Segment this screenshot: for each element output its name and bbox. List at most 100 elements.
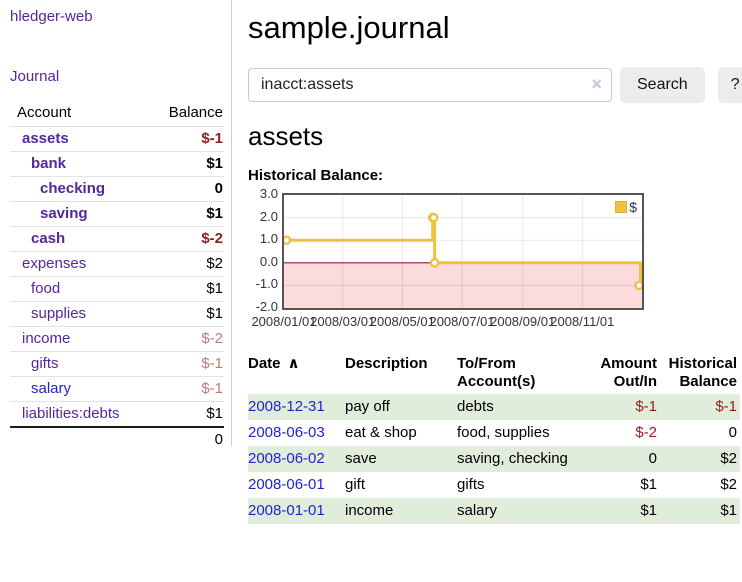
transaction-accounts: food, supplies	[457, 424, 550, 441]
account-row: saving $1	[10, 201, 224, 227]
transaction-description: eat & shop	[345, 424, 417, 441]
account-link-food[interactable]: food	[31, 280, 61, 297]
account-balance: $-1	[146, 126, 224, 152]
account-link-salary[interactable]: salary	[31, 380, 72, 397]
account-link-supplies[interactable]: supplies	[31, 305, 87, 322]
account-row: cash $-2	[10, 226, 224, 252]
sort-ascending-icon: ∧	[287, 355, 300, 372]
account-balance: $1	[146, 301, 224, 327]
transaction-accounts: debts	[457, 398, 494, 415]
register-header-date-label: Date	[248, 355, 281, 372]
transaction-date-link[interactable]: 2008-12-31	[248, 398, 325, 415]
transaction-balance: $-1	[715, 398, 737, 415]
transaction-date-link[interactable]: 2008-06-03	[248, 424, 325, 441]
account-row: bank $1	[10, 151, 224, 177]
account-link-gifts[interactable]: gifts	[31, 355, 59, 372]
chart-plot-area: $	[282, 193, 644, 310]
register-header-accounts: To/From Account(s)	[457, 355, 536, 390]
account-balance: $1	[146, 276, 224, 302]
account-row: salary $-1	[10, 376, 224, 402]
clear-search-icon[interactable]: ×	[591, 74, 602, 94]
y-axis-tick-label: -2.0	[255, 299, 278, 314]
transaction-amount: $-2	[635, 424, 657, 441]
account-link-assets[interactable]: assets	[22, 130, 69, 147]
transaction-date-link[interactable]: 2008-06-01	[248, 476, 325, 493]
account-link-cash[interactable]: cash	[31, 230, 66, 247]
account-link-liabilities-debts[interactable]: liabilities:debts	[22, 405, 120, 422]
transaction-amount: $1	[640, 476, 657, 493]
account-balance: $1	[146, 151, 224, 177]
transaction-description: gift	[345, 476, 366, 493]
accounts-table: Account Balance assets $-1 bank $1 checking 0…	[10, 100, 224, 451]
main-content: sample.journal × Search ? assets Histori…	[248, 0, 742, 524]
transaction-amount: 0	[648, 450, 657, 467]
x-axis-tick-label: 2008/03/01	[310, 314, 376, 329]
account-link-income[interactable]: income	[22, 330, 71, 347]
transaction-amount: $-1	[635, 398, 657, 415]
transaction-accounts: salary	[457, 502, 498, 519]
account-row: assets $-1	[10, 126, 224, 152]
account-row: income $-2	[10, 326, 224, 352]
search-button[interactable]: Search	[620, 67, 705, 103]
register-header-date[interactable]: Date ∧	[248, 352, 345, 394]
sidebar: hledger-web Journal Account Balance asse…	[0, 0, 232, 451]
y-axis-tick-label: 3.0	[259, 186, 278, 201]
historical-balance-chart: $ 3.0 2.0 1.0 0.0 -1.0 -2.0 2008/01/01 2008/03/…	[248, 186, 740, 339]
search-box: ×	[248, 68, 612, 102]
account-balance: $-2	[146, 226, 224, 252]
account-heading: assets	[248, 121, 324, 151]
transaction-date-link[interactable]: 2008-01-01	[248, 502, 325, 519]
account-balance: $1	[146, 401, 224, 427]
chart-canvas	[284, 195, 642, 308]
chart-legend: $	[615, 199, 637, 215]
x-axis-tick-label: 2008/01/01	[251, 314, 317, 329]
nav-journal-link[interactable]: Journal	[10, 68, 60, 85]
register-row: 2008-01-01 income salary $1 $1	[248, 498, 740, 524]
accounts-total-spacer	[10, 426, 147, 451]
account-balance: $-1	[146, 376, 224, 402]
account-row: checking 0	[10, 176, 224, 202]
chart-section-label: Historical Balance:	[248, 167, 384, 184]
transaction-accounts: saving, checking	[457, 450, 568, 467]
account-row: food $1	[10, 276, 224, 302]
transaction-description: income	[345, 502, 394, 519]
y-axis-tick-label: 2.0	[259, 208, 278, 224]
help-button[interactable]: ?	[717, 67, 742, 103]
account-row: supplies $1	[10, 301, 224, 327]
transaction-amount: $1	[640, 502, 657, 519]
account-row: gifts $-1	[10, 351, 224, 377]
transaction-description: save	[345, 450, 377, 467]
account-link-saving[interactable]: saving	[40, 205, 88, 222]
register-row: 2008-12-31 pay off debts $-1 $-1	[248, 394, 740, 420]
search-input[interactable]	[248, 68, 612, 102]
search-form: × Search ?	[248, 67, 742, 103]
register-header-description: Description	[345, 355, 428, 372]
register-header-balance: Historical Balance	[668, 355, 737, 390]
transaction-date-link[interactable]: 2008-06-02	[248, 450, 325, 467]
legend-label: $	[629, 199, 637, 215]
register-table: Date ∧ Description To/From Account(s) Amo…	[248, 352, 740, 524]
transaction-balance: $2	[720, 476, 737, 493]
transaction-balance: $1	[720, 502, 737, 519]
register-header-amount: Amount Out/In	[600, 355, 657, 390]
page-title: sample.journal	[248, 10, 450, 45]
accounts-header-account: Account	[17, 104, 72, 121]
register-row: 2008-06-03 eat & shop food, supplies $-2 0	[248, 420, 740, 446]
account-link-bank[interactable]: bank	[31, 155, 67, 172]
transaction-balance: 0	[728, 424, 737, 441]
accounts-header-balance: Balance	[168, 104, 223, 121]
account-balance: $1	[146, 201, 224, 227]
accounts-total-row: 0	[10, 426, 224, 451]
account-link-expenses[interactable]: expenses	[22, 255, 87, 272]
x-axis-tick-label: 2008/09/01	[490, 314, 556, 329]
x-axis-tick-label: 2008/07/01	[429, 314, 495, 329]
account-balance: $-1	[146, 351, 224, 377]
register-row: 2008-06-01 gift gifts $1 $2	[248, 472, 740, 498]
transaction-description: pay off	[345, 398, 390, 415]
accounts-total-value: 0	[146, 426, 224, 451]
account-link-checking[interactable]: checking	[40, 180, 106, 197]
app-title-link[interactable]: hledger-web	[10, 8, 93, 25]
y-axis-tick-label: 0.0	[259, 253, 278, 269]
legend-swatch-icon	[615, 201, 628, 213]
register-header-row: Date ∧ Description To/From Account(s) Amo…	[248, 352, 740, 394]
